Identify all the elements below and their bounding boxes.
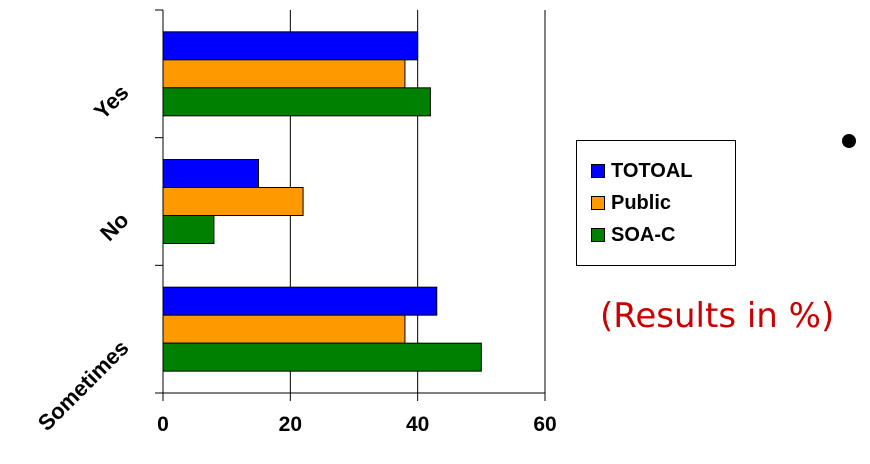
legend-item-soa-c: SOA-C <box>591 223 675 247</box>
bar-yes-public <box>162 59 406 89</box>
legend-item-public: Public <box>591 191 671 215</box>
x-tick-label-2: 40 <box>406 413 429 436</box>
legend-item-totoal: TOTOAL <box>591 159 692 183</box>
x-tick-label-3: 60 <box>533 413 556 436</box>
category-label-sometimes: Sometimes <box>33 335 134 436</box>
bar-sometimes-totoal <box>162 286 438 316</box>
legend-swatch-totoal <box>591 164 605 178</box>
bar-no-soa-c <box>162 215 215 244</box>
legend-swatch-public <box>591 196 605 210</box>
bar-yes-totoal <box>162 31 419 61</box>
legend-swatch-soa-c <box>591 228 605 242</box>
x-tick-label-1: 20 <box>279 413 302 436</box>
bar-yes-soa-c <box>162 87 431 117</box>
legend-label-soa-c: SOA-C <box>611 223 676 246</box>
bar-no-totoal <box>162 159 259 188</box>
bar-no-public <box>162 187 304 216</box>
category-label-no: No <box>95 207 133 245</box>
bar-sometimes-public <box>162 314 406 344</box>
bullet-dot <box>842 134 856 148</box>
x-tick-label-0: 0 <box>157 413 169 436</box>
bar-sometimes-soa-c <box>162 342 482 372</box>
results-note: (Results in %) <box>600 296 835 336</box>
legend: TOTOAL Public SOA-C <box>576 140 736 266</box>
legend-label-public: Public <box>611 191 672 214</box>
category-label-yes: Yes <box>89 80 134 125</box>
legend-label-totoal: TOTOAL <box>611 159 693 182</box>
